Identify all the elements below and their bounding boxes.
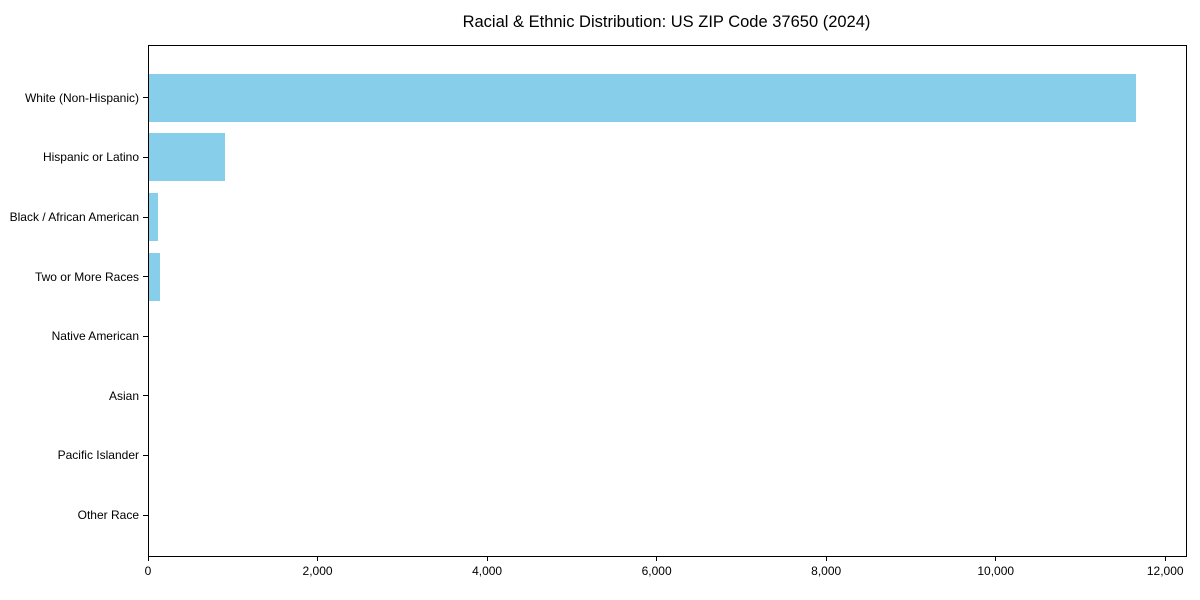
x-tick-mark — [825, 556, 827, 561]
bar-2 — [148, 193, 159, 241]
y-tick-label: Hispanic or Latino — [42, 150, 139, 165]
x-tick-label: 6,000 — [641, 564, 672, 578]
y-tick-mark — [143, 454, 148, 456]
x-tick-label: 4,000 — [472, 564, 503, 578]
x-tick-mark — [1164, 556, 1166, 561]
plot-area — [148, 45, 1187, 557]
y-tick-label: Asian — [108, 388, 139, 403]
y-tick-mark — [143, 97, 148, 99]
x-tick-mark — [317, 556, 319, 561]
x-tick-label: 0 — [144, 564, 152, 578]
y-tick-mark — [143, 216, 148, 218]
bar-1 — [148, 133, 226, 182]
x-tick-label: 10,000 — [977, 564, 1015, 578]
y-tick-label: Two or More Races — [34, 269, 139, 284]
bar-3 — [148, 252, 160, 301]
y-tick-mark — [143, 514, 148, 516]
x-tick-mark — [486, 556, 488, 561]
y-tick-label: Pacific Islander — [57, 448, 139, 463]
y-tick-label: Native American — [51, 329, 139, 344]
x-tick-label: 12,000 — [1146, 564, 1184, 578]
x-tick-mark — [147, 556, 149, 561]
y-tick-mark — [143, 335, 148, 337]
chart-title: Racial & Ethnic Distribution: US ZIP Cod… — [462, 13, 871, 31]
y-tick-mark — [143, 395, 148, 397]
y-tick-label: Other Race — [77, 508, 139, 522]
x-tick-label: 2,000 — [302, 564, 333, 578]
y-tick-label: White (Non-Hispanic) — [24, 90, 139, 105]
x-tick-mark — [995, 556, 997, 561]
x-tick-mark — [656, 556, 658, 561]
x-tick-label: 8,000 — [811, 564, 842, 578]
y-tick-mark — [143, 276, 148, 278]
y-tick-label: Black / African American — [9, 210, 139, 224]
y-tick-mark — [143, 156, 148, 158]
bar-0 — [148, 73, 1136, 122]
